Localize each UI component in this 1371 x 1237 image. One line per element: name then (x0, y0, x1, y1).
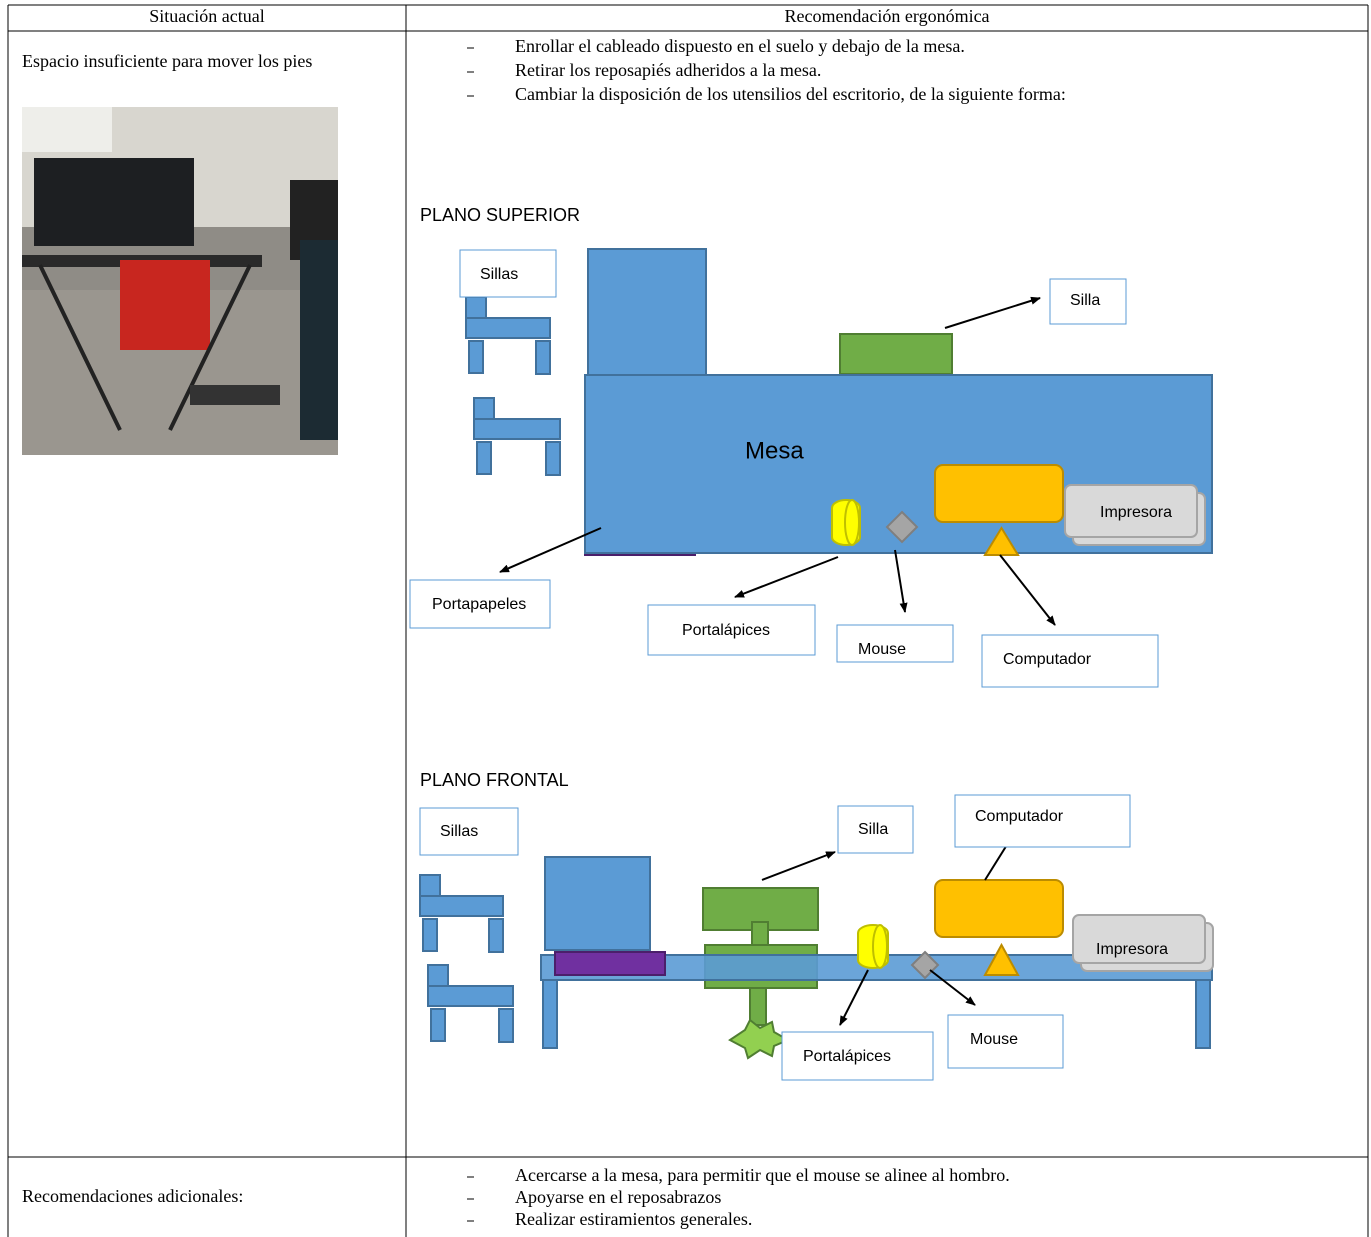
cabinet (544, 856, 651, 951)
label: Portalápices (682, 622, 770, 639)
recommendation: Enrollar el cableado dispuesto en el sue… (515, 36, 965, 56)
label: Sillas (440, 823, 478, 840)
photo-desk-leg (168, 264, 252, 431)
chair-pole (749, 987, 767, 1026)
mouse (885, 510, 919, 544)
label: Impresora (1100, 504, 1172, 521)
label: Impresora (1096, 941, 1168, 958)
photo (22, 107, 338, 455)
label: Silla (1070, 292, 1100, 309)
pencil-holder-top (872, 924, 888, 969)
label: Mesa (745, 437, 804, 464)
chair-seat (473, 418, 561, 440)
pencil-holder-top (844, 499, 860, 546)
diagram-labels: Mesa Impresora Sillas Silla Portapapeles Por… (409, 249, 1172, 1081)
label-box (1049, 278, 1127, 325)
label-box (647, 604, 816, 656)
photo-monitor (34, 158, 194, 246)
label-box (419, 807, 519, 856)
column-header: Recomendación ergonómica (784, 6, 989, 26)
label: Mouse (970, 1031, 1018, 1048)
label-box (836, 624, 954, 663)
computer-base (983, 942, 1020, 976)
arrow (944, 296, 1041, 329)
situation: Recomendaciones adicionales: (22, 1186, 243, 1206)
chair-seat (419, 895, 504, 917)
photo-desk-leg (38, 264, 122, 431)
arrow (499, 527, 602, 573)
photo-cabinet (300, 240, 338, 440)
label: Portalápices (803, 1048, 891, 1065)
arrow (839, 969, 869, 1026)
recommendation: Cambiar la disposición de los utensilios… (515, 84, 1066, 104)
chair-leg (535, 340, 551, 375)
cabinet (587, 248, 707, 378)
label-box (837, 805, 914, 854)
desk-leg (1195, 979, 1211, 1049)
chair-seat (465, 317, 551, 339)
paper-holder (554, 951, 666, 976)
recommendation: Apoyarse en el reposabrazos (515, 1187, 721, 1207)
label-box (781, 1031, 934, 1081)
label-box (981, 634, 1159, 688)
label-box (954, 794, 1131, 848)
arrow (894, 549, 908, 613)
printer (1064, 484, 1198, 538)
chair-leg (422, 918, 438, 952)
plan-title: PLANO SUPERIOR (420, 205, 580, 225)
label-box (947, 1014, 1064, 1069)
chair-leg (476, 441, 492, 475)
photo-window (22, 107, 112, 152)
chair-leg (430, 1008, 446, 1042)
label-box (409, 579, 551, 629)
diagram-shapes (7, 4, 1369, 1237)
printer (1072, 914, 1206, 964)
situation: Espacio insuficiente para mover los pies (22, 51, 313, 71)
arrow (734, 556, 839, 598)
label-box (459, 249, 557, 298)
recommendation: Retirar los reposapiés adheridos a la me… (515, 60, 821, 80)
recommendation: Realizar estiramientos generales. (515, 1209, 752, 1229)
arrow (999, 554, 1056, 626)
photo-footrest (190, 385, 280, 405)
chair-top (839, 333, 953, 375)
label: Mouse (858, 641, 906, 658)
chair-leg (545, 441, 561, 476)
chair-leg (498, 1008, 514, 1043)
chair-seat (427, 985, 514, 1007)
computer (934, 879, 1064, 938)
label: Sillas (480, 266, 518, 283)
chair-leg (468, 340, 484, 374)
label: Computador (1003, 651, 1092, 668)
computer-base (983, 526, 1020, 556)
label: Portapapeles (432, 596, 526, 613)
label: Silla (858, 821, 888, 838)
photo-person (120, 260, 210, 350)
computer (934, 464, 1064, 523)
chair-leg (488, 918, 504, 953)
chair-post (751, 921, 769, 946)
desk-leg (542, 979, 558, 1049)
label: Computador (975, 808, 1064, 825)
arrow (761, 851, 836, 881)
arrow (929, 969, 976, 1006)
plan-title: PLANO FRONTAL (420, 770, 569, 790)
recommendation: Acercarse a la mesa, para permitir que e… (515, 1165, 1010, 1185)
column-header: Situación actual (149, 6, 264, 26)
